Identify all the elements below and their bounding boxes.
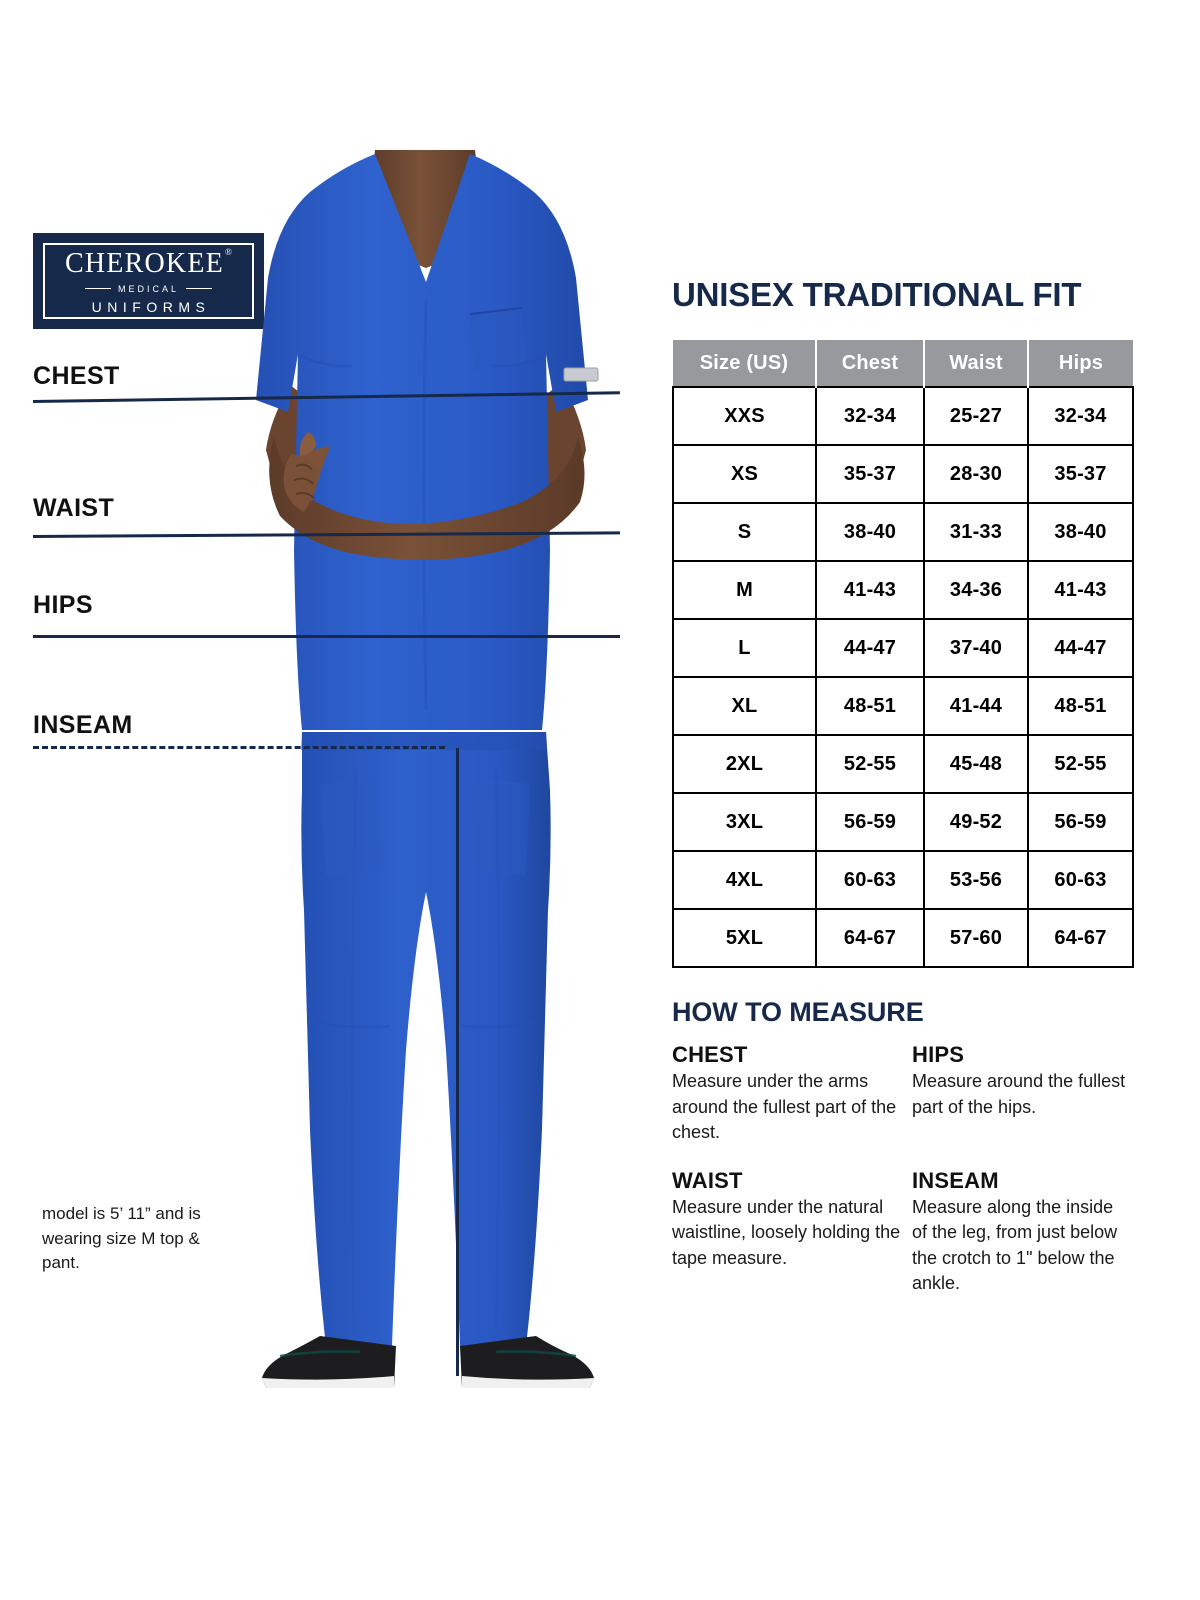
cell-chest: 44-47: [815, 618, 925, 678]
measure-instruction-waist: WAIST Measure under the natural waistlin…: [672, 1168, 912, 1297]
page-title: UNISEX TRADITIONAL FIT: [672, 276, 1082, 313]
instruction-heading-waist: WAIST: [672, 1167, 743, 1193]
column-header-waist: Waist: [924, 340, 1029, 387]
cell-size: 2XL: [672, 734, 817, 794]
logo-rule-right-icon: [186, 288, 212, 289]
model-note: model is 5’ 11” and is wearing size M to…: [42, 1204, 201, 1273]
measure-instruction-inseam: INSEAM Measure along the inside of the l…: [912, 1168, 1132, 1297]
cell-waist: 25-27: [923, 386, 1029, 446]
how-to-measure-grid: CHEST Measure under the arms around the …: [672, 1042, 1132, 1297]
instruction-body-chest: Measure under the arms around the fulles…: [672, 1071, 897, 1143]
table-row: XXS 32-34 25-27 32-34: [672, 386, 1134, 446]
cell-waist: 37-40: [923, 618, 1029, 678]
cell-chest: 32-34: [815, 386, 925, 446]
cell-hips: 41-43: [1027, 560, 1134, 620]
cell-hips: 56-59: [1027, 792, 1134, 852]
cell-size: 3XL: [672, 792, 817, 852]
cell-chest: 35-37: [815, 444, 925, 504]
cell-size: XXS: [672, 386, 817, 446]
cell-size: S: [672, 502, 817, 562]
table-row: 2XL 52-55 45-48 52-55: [672, 734, 1134, 794]
table-row: 3XL 56-59 49-52 56-59: [672, 792, 1134, 852]
cell-hips: 60-63: [1027, 850, 1134, 910]
cell-chest: 60-63: [815, 850, 925, 910]
column-header-size: Size (US): [673, 340, 817, 387]
logo-uniforms-text: UNIFORMS: [91, 298, 211, 315]
logo-medical-line: MEDICAL: [84, 283, 212, 294]
instruction-body-waist: Measure under the natural waistline, loo…: [672, 1196, 901, 1268]
cell-chest: 56-59: [815, 792, 925, 852]
cell-hips: 32-34: [1027, 386, 1134, 446]
cell-size: XL: [672, 676, 817, 736]
table-row: 4XL 60-63 53-56 60-63: [672, 850, 1134, 910]
table-row: XS 35-37 28-30 35-37: [672, 444, 1134, 504]
cell-waist: 34-36: [923, 560, 1029, 620]
size-panel: UNISEX TRADITIONAL FIT Size (US) Chest W…: [672, 276, 1134, 1297]
table-header-row: Size (US) Chest Waist Hips: [673, 340, 1133, 387]
cell-waist: 53-56: [923, 850, 1029, 910]
cell-chest: 38-40: [815, 502, 925, 562]
cherokee-logo: CHEROKEE® MEDICAL UNIFORMS: [33, 233, 264, 329]
instruction-body-hips: Measure around the fullest part of the h…: [912, 1071, 1126, 1117]
model-photo: [170, 150, 670, 1390]
hips-measure-line: [33, 635, 620, 638]
column-header-hips: Hips: [1028, 340, 1133, 387]
cell-size: XS: [672, 444, 817, 504]
inseam-vertical-line: [456, 748, 459, 1376]
table-row: M 41-43 34-36 41-43: [672, 560, 1134, 620]
size-chart-table: Size (US) Chest Waist Hips XXS 32-34 25-…: [672, 340, 1134, 968]
instruction-heading-hips: HIPS: [912, 1042, 965, 1067]
cell-waist: 41-44: [923, 676, 1029, 736]
cell-size: L: [672, 618, 817, 678]
model-illustration-svg: [256, 150, 599, 1388]
chest-label: CHEST: [33, 362, 120, 390]
table-row: XL 48-51 41-44 48-51: [672, 676, 1134, 736]
cell-hips: 44-47: [1027, 618, 1134, 678]
table-row: 5XL 64-67 57-60 64-67: [672, 908, 1134, 968]
cell-hips: 38-40: [1027, 502, 1134, 562]
hips-label: HIPS: [33, 591, 93, 619]
cell-hips: 64-67: [1027, 908, 1134, 968]
cell-size: M: [672, 560, 817, 620]
size-chart-body: XXS 32-34 25-27 32-34 XS 35-37 28-30 35-…: [672, 386, 1134, 968]
cell-waist: 28-30: [923, 444, 1029, 504]
cell-hips: 48-51: [1027, 676, 1134, 736]
table-row: L 44-47 37-40 44-47: [672, 618, 1134, 678]
instruction-heading-inseam: INSEAM: [912, 1167, 999, 1193]
cell-hips: 35-37: [1027, 444, 1134, 504]
cell-size: 5XL: [672, 908, 817, 968]
instruction-heading-chest: CHEST: [672, 1042, 748, 1067]
measure-instruction-hips: HIPS Measure around the fullest part of …: [912, 1042, 1132, 1146]
cell-chest: 64-67: [815, 908, 925, 968]
logo-medical-text: MEDICAL: [117, 283, 179, 294]
cell-waist: 57-60: [923, 908, 1029, 968]
cell-waist: 31-33: [923, 502, 1029, 562]
cell-waist: 49-52: [923, 792, 1029, 852]
registered-mark-icon: ®: [224, 247, 233, 258]
cell-chest: 41-43: [815, 560, 925, 620]
column-header-chest: Chest: [816, 340, 925, 387]
inseam-label: INSEAM: [33, 711, 133, 739]
logo-brand-name: CHEROKEE®: [65, 247, 233, 279]
logo-brand-text: CHEROKEE: [65, 247, 224, 279]
cell-chest: 48-51: [815, 676, 925, 736]
instruction-body-inseam: Measure along the inside of the leg, fro…: [912, 1196, 1118, 1294]
cell-waist: 45-48: [923, 734, 1029, 794]
waist-label: WAIST: [33, 494, 115, 522]
inseam-measure-line: [33, 746, 445, 749]
how-to-measure-title: HOW TO MEASURE: [672, 997, 924, 1027]
measure-instruction-chest: CHEST Measure under the arms around the …: [672, 1042, 912, 1146]
cell-size: 4XL: [672, 850, 817, 910]
logo-rule-left-icon: [84, 288, 111, 289]
table-row: S 38-40 31-33 38-40: [672, 502, 1134, 562]
cell-chest: 52-55: [815, 734, 925, 794]
logo-inner-frame: CHEROKEE® MEDICAL UNIFORMS: [43, 243, 254, 319]
cell-hips: 52-55: [1027, 734, 1134, 794]
